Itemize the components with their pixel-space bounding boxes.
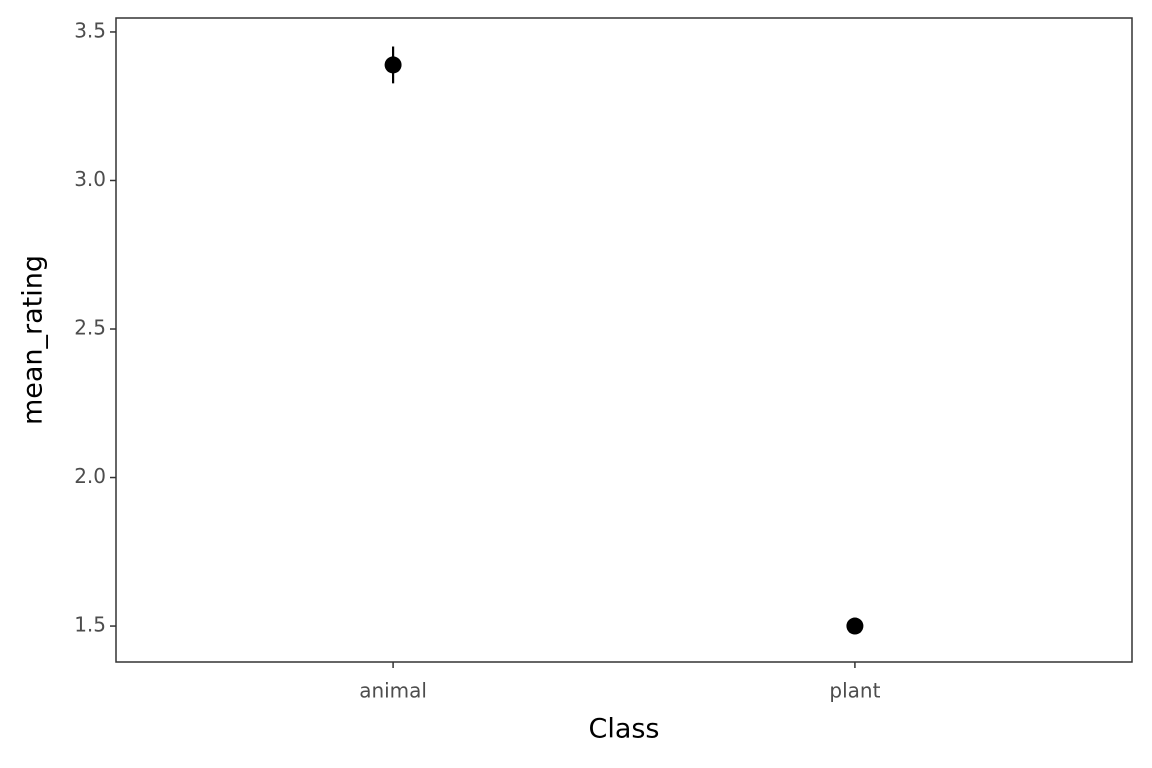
x-tick-label: animal (359, 679, 427, 703)
y-tick-label: 1.5 (74, 613, 106, 637)
point (384, 56, 402, 74)
plot-panel (115, 17, 1133, 663)
x-tick-label: plant (829, 679, 880, 703)
x-axis-title: Class (588, 714, 659, 745)
y-tick-label: 3.0 (74, 167, 106, 191)
point (846, 617, 864, 635)
y-tick-label: 3.5 (74, 18, 106, 42)
y-tick-label: 2.5 (74, 316, 106, 340)
y-tick-label: 2.0 (74, 464, 106, 488)
y-axis-title: mean_rating (18, 255, 49, 425)
